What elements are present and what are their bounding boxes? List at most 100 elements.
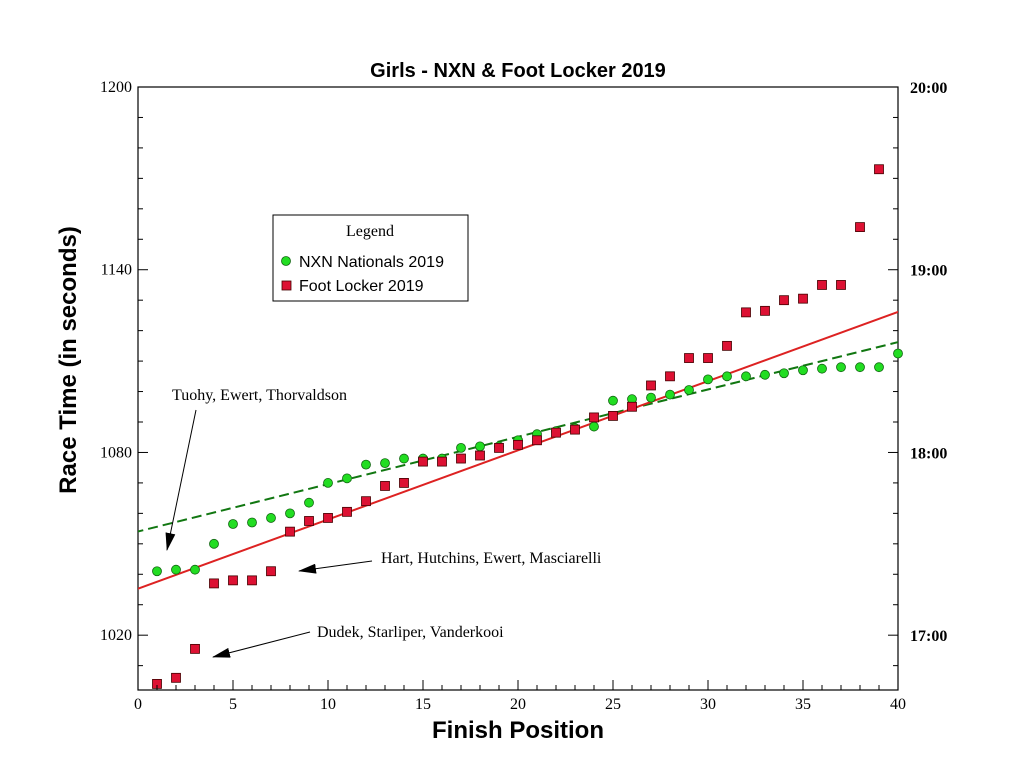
data-point-footlocker — [475, 450, 485, 461]
annotation-tuohy: Tuohy, Ewert, Thorvaldson — [172, 387, 347, 404]
legend-marker-nxn — [281, 256, 291, 266]
data-point-footlocker — [228, 575, 238, 586]
data-point-footlocker — [570, 424, 580, 435]
data-point-footlocker — [684, 353, 694, 363]
data-point-nxn — [209, 538, 219, 549]
data-point-footlocker — [361, 496, 371, 507]
y-tick-label: 1020 — [100, 627, 132, 644]
data-point-footlocker — [627, 401, 637, 412]
x-tick-label: 0 — [134, 696, 142, 713]
data-point-footlocker — [608, 411, 618, 421]
data-point-nxn — [722, 371, 732, 382]
data-point-footlocker — [304, 516, 314, 526]
data-point-footlocker — [741, 307, 751, 318]
y-tick-label: 1200 — [100, 79, 132, 96]
data-point-nxn — [646, 392, 656, 403]
x-axis-label: Finish Position — [432, 717, 604, 744]
legend-label-footlocker: Foot Locker 2019 — [299, 278, 424, 295]
data-point-footlocker — [323, 513, 333, 523]
x-tick-label: 35 — [795, 696, 811, 713]
x-tick-label: 20 — [510, 696, 526, 713]
data-point-footlocker — [722, 340, 732, 351]
data-point-footlocker — [380, 481, 390, 491]
x-tick-label: 5 — [229, 696, 237, 713]
y-axis-label: Race Time (in seconds) — [55, 226, 82, 494]
annotation-arrow-hart — [298, 560, 373, 574]
series-layer — [152, 164, 903, 689]
ticks-layer: 0 5 10 15 20 25 30 35 40 1020 1080 1140 1200 17:00 18:… — [100, 79, 947, 713]
x-tick-label: 10 — [320, 696, 336, 713]
data-point-nxn — [456, 442, 466, 453]
y2-tick-label: 19:00 — [910, 263, 947, 280]
data-point-nxn — [608, 395, 618, 406]
data-point-footlocker — [494, 442, 504, 453]
data-point-nxn — [247, 517, 257, 528]
data-point-footlocker — [665, 371, 675, 382]
series-nxn — [152, 348, 903, 577]
y-tick-label: 1080 — [100, 444, 132, 461]
y2-tick-label: 20:00 — [910, 80, 947, 97]
data-point-footlocker — [399, 478, 409, 488]
data-point-nxn — [475, 441, 485, 452]
data-point-footlocker — [209, 578, 219, 589]
data-point-nxn — [399, 453, 409, 464]
data-point-nxn — [323, 478, 333, 488]
legend-box — [272, 214, 469, 302]
data-point-footlocker — [874, 164, 884, 175]
data-point-footlocker — [836, 280, 846, 290]
data-point-footlocker — [456, 453, 466, 464]
data-point-nxn — [152, 566, 162, 577]
x-tick-label: 40 — [890, 696, 906, 713]
data-point-nxn — [304, 497, 314, 508]
data-point-footlocker — [798, 293, 808, 304]
data-point-footlocker — [247, 575, 257, 586]
data-point-footlocker — [532, 435, 542, 446]
data-point-nxn — [361, 459, 371, 470]
data-point-nxn — [665, 389, 675, 400]
y2-tick-label: 18:00 — [910, 445, 947, 462]
data-point-footlocker — [266, 566, 276, 577]
data-point-nxn — [171, 564, 181, 575]
data-point-nxn — [703, 374, 713, 385]
data-point-footlocker — [513, 439, 523, 450]
annotation-arrow-tuohy — [165, 409, 197, 551]
data-point-nxn — [342, 473, 352, 484]
legend-marker-footlocker — [281, 280, 292, 291]
data-point-nxn — [741, 371, 751, 382]
data-point-footlocker — [190, 643, 200, 654]
data-point-footlocker — [589, 412, 599, 423]
annotation-dudek: Dudek, Starliper, Vanderkooi — [317, 624, 504, 641]
data-point-footlocker — [703, 353, 713, 363]
data-point-footlocker — [646, 380, 656, 391]
data-point-nxn — [190, 564, 200, 575]
data-point-nxn — [266, 513, 276, 523]
data-point-nxn — [589, 421, 599, 432]
data-point-nxn — [228, 519, 238, 529]
data-point-nxn — [855, 362, 865, 373]
annotation-hart: Hart, Hutchins, Ewert, Masciarelli — [381, 550, 602, 567]
y-tick-label: 1140 — [101, 262, 132, 279]
series-footlocker — [152, 164, 884, 689]
legend: Legend NXN Nationals 2019 Foot Locker 20… — [272, 214, 469, 302]
data-point-nxn — [836, 362, 846, 373]
data-point-footlocker — [760, 305, 770, 316]
data-point-footlocker — [418, 456, 428, 467]
annotation-arrow-dudek — [212, 631, 311, 658]
y2-tick-label: 17:00 — [910, 628, 947, 645]
chart-title: Girls - NXN & Foot Locker 2019 — [370, 60, 666, 82]
data-point-nxn — [817, 363, 827, 374]
x-tick-label: 25 — [605, 696, 621, 713]
data-point-nxn — [684, 385, 694, 395]
data-point-nxn — [760, 369, 770, 380]
data-point-footlocker — [285, 526, 295, 537]
data-point-footlocker — [171, 672, 181, 683]
data-point-footlocker — [855, 222, 865, 232]
data-point-nxn — [285, 508, 295, 519]
data-point-nxn — [893, 348, 903, 359]
x-tick-label: 30 — [700, 696, 716, 713]
data-point-footlocker — [551, 427, 561, 438]
data-point-nxn — [380, 458, 390, 469]
data-point-footlocker — [817, 280, 827, 290]
